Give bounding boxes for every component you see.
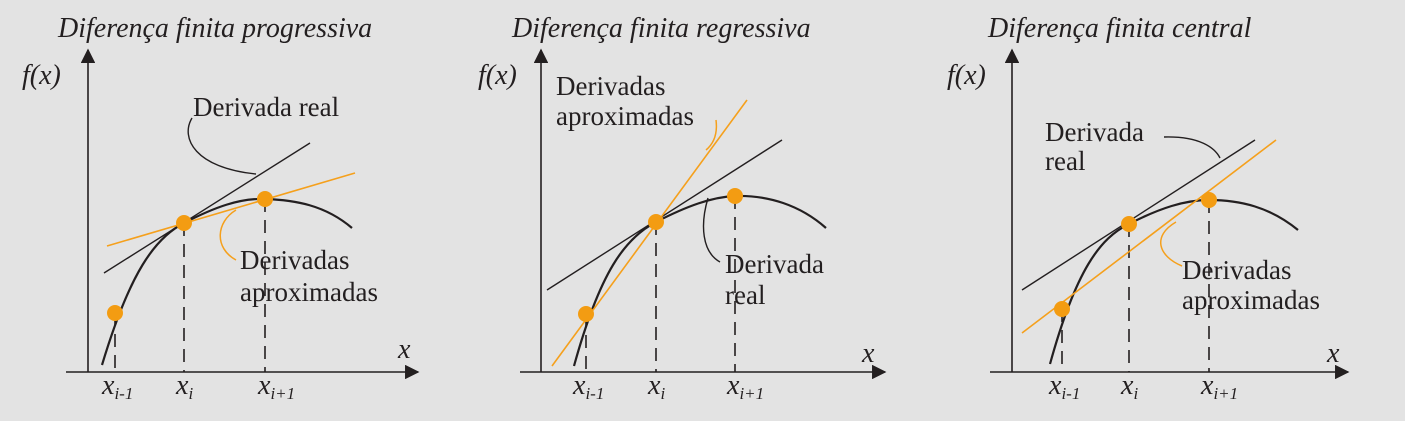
real-leader: [702, 197, 721, 263]
tick-xi-plus-1: xi+1: [726, 370, 764, 403]
point-xi-plus-1: [257, 191, 273, 207]
tick-xi-plus-1: xi+1: [257, 370, 295, 403]
tick-xi-plus-1: xi+1: [1200, 370, 1238, 403]
tick-xi-minus-1: xi-1: [572, 370, 604, 403]
real-derivative-line: [1021, 139, 1256, 291]
label-approx-derivatives: Derivadas aproximadas: [240, 245, 378, 307]
tick-xi: xi: [647, 370, 665, 403]
approx-derivative-line: [106, 172, 356, 247]
point-xi-plus-1: [727, 188, 743, 204]
label-real-derivative: Derivada real: [1045, 117, 1151, 176]
point-xi: [176, 215, 192, 231]
approx-leader: [705, 119, 718, 151]
panel-forward: Diferença finita progressiva f(x) x Deri…: [22, 13, 420, 403]
real-leader: [1163, 136, 1221, 159]
panel-backward: Diferença finita regressiva f(x) x Deriv…: [478, 13, 887, 403]
x-axis-label: x: [397, 334, 411, 365]
tick-xi: xi: [1120, 370, 1138, 403]
label-real-derivative: Derivada real: [725, 249, 831, 310]
y-axis-label: f(x): [22, 60, 61, 91]
label-real-derivative: Derivada real: [193, 92, 339, 122]
panel-central: Diferença finita central f(x) x Derivada…: [947, 13, 1350, 403]
point-xi-minus-1: [578, 306, 594, 322]
point-xi-minus-1: [107, 305, 123, 321]
label-approx-derivatives: Derivadas aproximadas: [1182, 255, 1320, 315]
x-axis-label: x: [1326, 338, 1340, 369]
approx-leader: [1159, 221, 1183, 267]
y-axis-label: f(x): [478, 60, 517, 91]
tick-xi-minus-1: xi-1: [101, 370, 133, 403]
point-xi: [648, 214, 664, 230]
panel-title: Diferença finita central: [987, 13, 1252, 44]
approx-derivative-line: [551, 99, 748, 367]
approx-leader: [219, 209, 237, 261]
approx-derivative-line: [1021, 139, 1277, 334]
point-xi: [1121, 216, 1137, 232]
point-xi-plus-1: [1201, 192, 1217, 208]
real-derivative-line: [546, 139, 783, 291]
tick-xi-minus-1: xi-1: [1048, 370, 1080, 403]
real-derivative-line: [103, 142, 311, 274]
y-axis-label: f(x): [947, 60, 986, 91]
panel-title: Diferença finita regressiva: [511, 13, 811, 44]
label-approx-derivatives: Derivadas aproximadas: [556, 71, 694, 131]
function-curve: [100, 197, 353, 366]
tick-xi: xi: [175, 370, 193, 403]
function-curve: [572, 194, 827, 367]
point-xi-minus-1: [1054, 301, 1070, 317]
x-axis-label: x: [861, 338, 875, 369]
real-leader: [187, 117, 257, 175]
panel-title: Diferença finita progressiva: [57, 13, 372, 44]
function-curve: [1048, 198, 1299, 365]
